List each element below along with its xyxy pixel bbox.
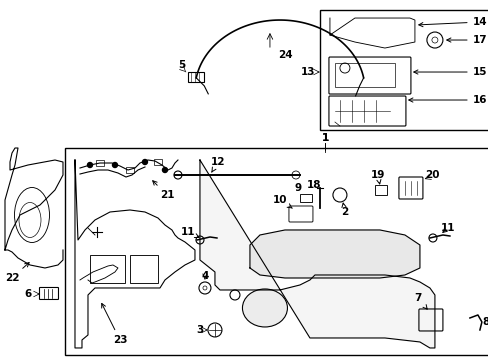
Bar (130, 255, 158, 283)
Ellipse shape (242, 289, 287, 327)
Bar (126, 167, 134, 173)
Text: 1: 1 (321, 133, 328, 143)
Bar (96, 160, 104, 166)
Text: 3: 3 (196, 325, 203, 335)
Text: 1: 1 (321, 133, 328, 143)
Text: 24: 24 (277, 50, 292, 60)
Bar (65, 148, 488, 355)
Text: 16: 16 (408, 95, 486, 105)
Circle shape (112, 162, 117, 167)
Text: 8: 8 (481, 317, 488, 327)
Bar (334, 63, 394, 87)
Text: 18: 18 (306, 180, 321, 190)
Text: 13: 13 (300, 67, 315, 77)
Bar (299, 194, 311, 202)
Text: 10: 10 (272, 195, 292, 208)
Text: 23: 23 (102, 303, 127, 345)
Circle shape (87, 162, 92, 167)
Text: 2: 2 (341, 203, 348, 217)
Text: 6: 6 (24, 289, 32, 299)
Text: 12: 12 (210, 157, 225, 172)
Text: 4: 4 (201, 271, 208, 281)
Polygon shape (200, 160, 434, 348)
Text: 5: 5 (178, 60, 185, 70)
Text: 11: 11 (440, 223, 454, 233)
Text: 21: 21 (152, 181, 174, 200)
Bar (374, 185, 386, 195)
Text: 7: 7 (413, 293, 427, 309)
Bar (319, 10, 488, 130)
Text: 20: 20 (424, 170, 438, 180)
Text: 9: 9 (294, 183, 301, 193)
Text: 17: 17 (446, 35, 486, 45)
Circle shape (142, 159, 147, 165)
Text: 22: 22 (5, 262, 29, 283)
Text: 19: 19 (370, 170, 385, 184)
Bar (90, 255, 125, 283)
Circle shape (162, 167, 167, 172)
Text: 11: 11 (181, 227, 199, 238)
Text: 14: 14 (418, 17, 486, 27)
Text: 15: 15 (413, 67, 486, 77)
Polygon shape (249, 230, 419, 278)
Bar (154, 159, 162, 165)
